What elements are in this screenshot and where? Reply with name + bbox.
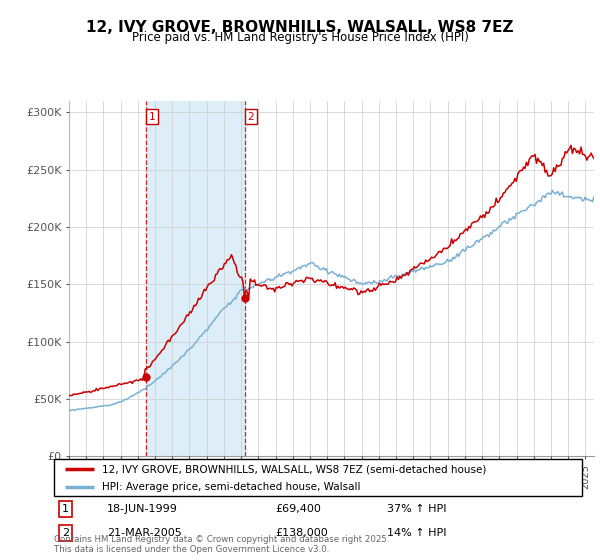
Text: £69,400: £69,400 xyxy=(276,505,322,514)
Text: 2: 2 xyxy=(248,112,254,122)
FancyBboxPatch shape xyxy=(54,459,582,496)
Text: 21-MAR-2005: 21-MAR-2005 xyxy=(107,528,182,538)
Text: Contains HM Land Registry data © Crown copyright and database right 2025.
This d: Contains HM Land Registry data © Crown c… xyxy=(54,535,389,554)
Text: Price paid vs. HM Land Registry's House Price Index (HPI): Price paid vs. HM Land Registry's House … xyxy=(131,31,469,44)
Text: 1: 1 xyxy=(62,505,69,514)
Text: 18-JUN-1999: 18-JUN-1999 xyxy=(107,505,178,514)
Text: 12, IVY GROVE, BROWNHILLS, WALSALL, WS8 7EZ: 12, IVY GROVE, BROWNHILLS, WALSALL, WS8 … xyxy=(86,20,514,35)
Text: HPI: Average price, semi-detached house, Walsall: HPI: Average price, semi-detached house,… xyxy=(101,482,360,492)
Text: 1: 1 xyxy=(148,112,155,122)
Bar xyxy=(146,101,245,456)
Text: 12, IVY GROVE, BROWNHILLS, WALSALL, WS8 7EZ (semi-detached house): 12, IVY GROVE, BROWNHILLS, WALSALL, WS8 … xyxy=(101,464,486,474)
Text: 2: 2 xyxy=(62,528,69,538)
Text: 14% ↑ HPI: 14% ↑ HPI xyxy=(386,528,446,538)
Text: £138,000: £138,000 xyxy=(276,528,329,538)
Text: 37% ↑ HPI: 37% ↑ HPI xyxy=(386,505,446,514)
